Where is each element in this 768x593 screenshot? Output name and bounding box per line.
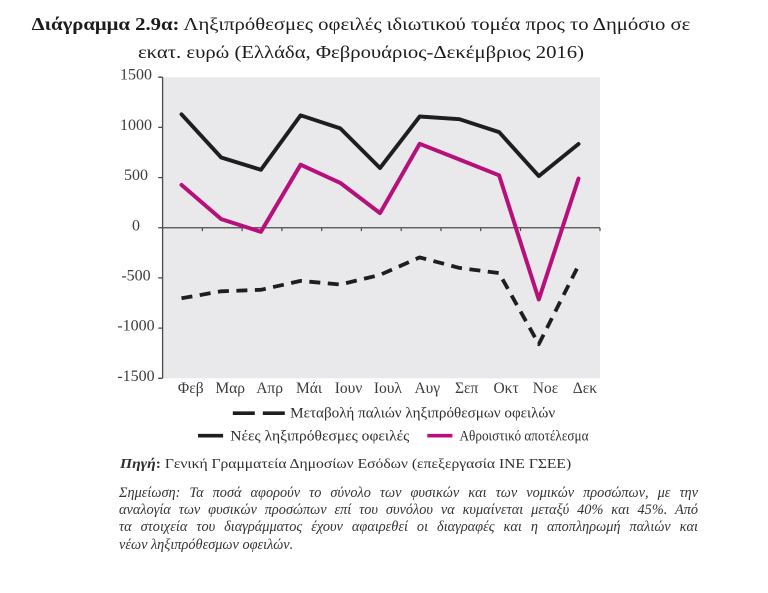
svg-text:Σεπ: Σεπ — [455, 380, 479, 397]
svg-text:-1000: -1000 — [117, 318, 154, 335]
svg-text:Αθροιστικό αποτέλεσμα: Αθροιστικό αποτέλεσμα — [460, 429, 589, 445]
svg-text:500: 500 — [124, 167, 148, 184]
svg-text:-1500: -1500 — [117, 368, 154, 385]
svg-text:1500: 1500 — [120, 67, 152, 84]
svg-text:Ιουν: Ιουν — [335, 380, 363, 397]
svg-text:1000: 1000 — [120, 117, 152, 134]
svg-text:Νέες ληξιπρόθεσμες οφειλές: Νέες ληξιπρόθεσμες οφειλές — [230, 429, 409, 445]
svg-text:Φεβ: Φεβ — [178, 380, 204, 397]
svg-text:Απρ: Απρ — [256, 380, 283, 397]
svg-text:Νοε: Νοε — [533, 380, 559, 397]
svg-text:Μάι: Μάι — [296, 380, 323, 397]
svg-text:Δεκ: Δεκ — [573, 380, 597, 397]
svg-text:Μαρ: Μαρ — [215, 380, 245, 397]
svg-text:Οκτ: Οκτ — [493, 380, 518, 397]
svg-text:-500: -500 — [121, 267, 150, 284]
svg-text:Ιουλ: Ιουλ — [374, 380, 403, 397]
svg-text:Αυγ: Αυγ — [414, 380, 440, 397]
svg-text:0: 0 — [132, 217, 140, 234]
svg-text:Μεταβολή παλιών ληξιπρόθεσμων: Μεταβολή παλιών ληξιπρόθεσμων οφειλών — [290, 405, 555, 421]
